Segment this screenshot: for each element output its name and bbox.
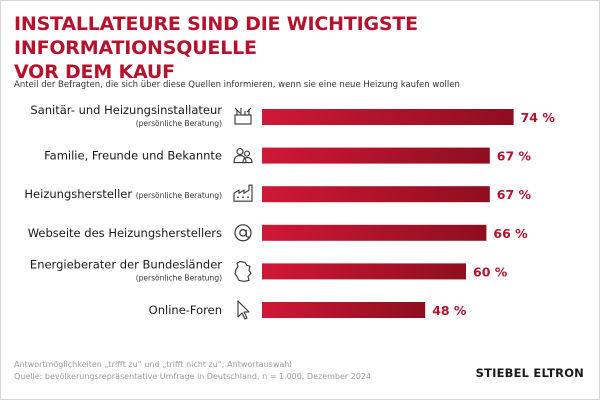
- brand-logo: STIEBEL ELTRON: [475, 366, 584, 380]
- bar: [262, 147, 490, 164]
- installer-icon: [234, 107, 252, 125]
- category-label: Sanitär- und Heizungsinstallateur: [30, 103, 222, 117]
- bar: [262, 302, 426, 318]
- title-line-2: VOR DEM KAUF: [14, 61, 175, 83]
- value-label: 48 %: [432, 303, 467, 318]
- factory-icon: [233, 184, 253, 202]
- category-label-text: Heizungshersteller: [24, 187, 135, 201]
- germany-map-icon: [234, 260, 252, 282]
- value-label: 60 %: [473, 264, 508, 279]
- chart-footer: Antwortmöglichkeiten „trifft zu“ und „tr…: [14, 359, 371, 383]
- value-label: 67 %: [497, 149, 532, 164]
- mouse-cursor-icon: [237, 300, 250, 320]
- category-note: (persönliche Beratung): [136, 191, 222, 200]
- category-label: Online-Foren: [149, 303, 222, 317]
- value-label: 74 %: [521, 110, 556, 125]
- footer-source: Quelle: bevölkerungsrepräsentative Umfra…: [14, 372, 372, 381]
- chart-title: INSTALLATEURE SIND DIE WICHTIGSTE INFORM…: [14, 12, 574, 84]
- bar: [262, 186, 490, 203]
- category-label: Energieberater der Bundesländer: [30, 257, 222, 271]
- footer-note: Antwortmöglichkeiten „trifft zu“ und „tr…: [14, 360, 292, 369]
- value-label: 66 %: [493, 226, 528, 241]
- bar: [262, 224, 487, 241]
- category-label: Heizungshersteller (persönliche Beratung…: [24, 187, 222, 201]
- category-label: Webseite des Heizungsherstellers: [28, 226, 222, 240]
- chart-subtitle: Anteil der Befragten, die sich über dies…: [14, 80, 460, 90]
- title-line-1: INSTALLATEURE SIND DIE WICHTIGSTE INFORM…: [14, 13, 418, 59]
- category-note: (persönliche Beratung): [136, 273, 222, 282]
- at-sign-icon: [234, 224, 252, 242]
- bar: [262, 263, 466, 280]
- category-note: (persönliche Beratung): [136, 119, 222, 128]
- category-label: Familie, Freunde und Bekannte: [44, 149, 222, 163]
- bar: [262, 109, 514, 125]
- people-icon: [233, 148, 253, 164]
- value-label: 67 %: [497, 187, 532, 202]
